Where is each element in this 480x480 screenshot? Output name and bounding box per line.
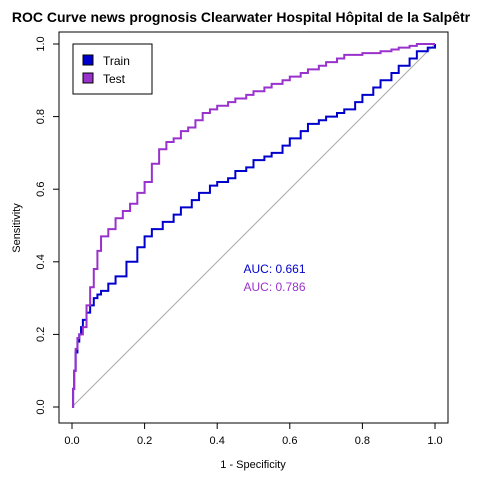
y-axis-label: Sensitivity (11, 203, 23, 253)
plot-frame (58, 31, 449, 424)
y-tick-label: 0.6 (35, 182, 47, 197)
y-tick-label: 0.0 (35, 399, 47, 414)
legend-label-test: Test (103, 72, 126, 86)
x-tick-label: 0.2 (137, 435, 152, 447)
legend-swatch-test (82, 72, 94, 84)
x-tick-label: 1.0 (427, 435, 442, 447)
y-tick-label: 0.8 (35, 109, 47, 124)
y-tick-label: 1.0 (35, 36, 47, 51)
reference-diagonal-line (71, 43, 436, 408)
auc-train-annotation: AUC: 0.661 (244, 262, 306, 276)
x-axis-label: 1 - Specificity (220, 459, 286, 471)
x-tick-label: 0.0 (64, 435, 79, 447)
legend: Train Test (72, 43, 153, 95)
legend-label-train: Train (103, 54, 130, 68)
y-tick-label: 0.2 (35, 327, 47, 342)
series-line-train (72, 44, 436, 408)
chart-title: ROC Curve news prognosis Clearwater Hosp… (12, 9, 471, 25)
legend-box (72, 43, 153, 95)
x-axis-ticks: 0.0 0.2 0.4 0.6 0.8 1.0 (64, 423, 443, 447)
series-line-test (72, 43, 435, 408)
y-axis-ticks: 0.0 0.2 0.4 0.6 0.8 1.0 (35, 36, 59, 415)
y-tick-label: 0.4 (35, 254, 47, 269)
x-tick-label: 0.8 (355, 435, 370, 447)
x-tick-label: 0.4 (210, 435, 225, 447)
series-lines (72, 43, 436, 408)
legend-swatch-train (82, 54, 94, 66)
auc-test-annotation: AUC: 0.786 (244, 280, 306, 294)
x-tick-label: 0.6 (282, 435, 297, 447)
